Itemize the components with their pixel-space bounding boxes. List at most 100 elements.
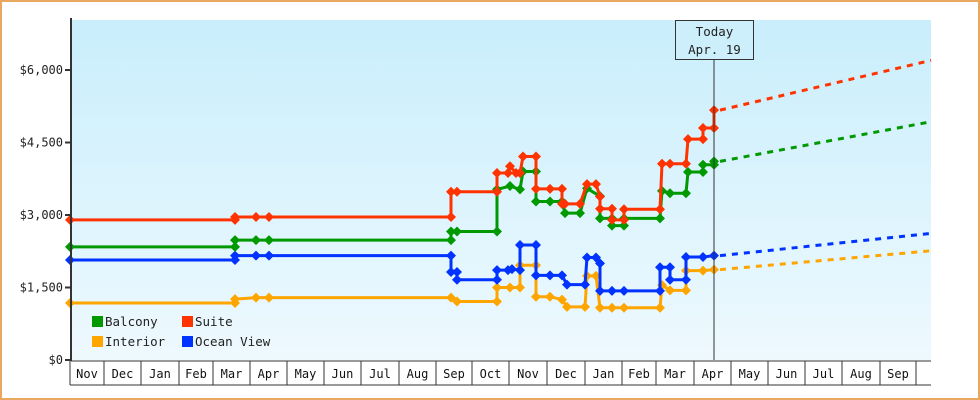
- data-point-marker[interactable]: [230, 241, 240, 252]
- data-point-marker[interactable]: [607, 302, 617, 313]
- data-point-marker[interactable]: [619, 220, 629, 231]
- data-point-marker[interactable]: [575, 208, 585, 219]
- data-point-marker[interactable]: [557, 270, 567, 281]
- data-point-marker[interactable]: [531, 183, 541, 194]
- data-point-marker[interactable]: [582, 252, 592, 263]
- data-point-marker[interactable]: [698, 166, 708, 177]
- data-point-marker[interactable]: [595, 191, 605, 202]
- data-point-marker[interactable]: [545, 196, 555, 207]
- data-point-marker[interactable]: [698, 134, 708, 145]
- data-point-marker[interactable]: [619, 214, 629, 225]
- data-point-marker[interactable]: [595, 302, 605, 313]
- data-point-marker[interactable]: [446, 250, 456, 261]
- data-point-marker[interactable]: [607, 203, 617, 214]
- data-point-marker[interactable]: [452, 296, 462, 307]
- data-point-marker[interactable]: [492, 226, 502, 237]
- data-point-marker[interactable]: [580, 301, 590, 312]
- data-point-marker[interactable]: [515, 184, 525, 195]
- data-point-marker[interactable]: [515, 265, 525, 276]
- data-point-marker[interactable]: [515, 167, 525, 178]
- data-point-marker[interactable]: [230, 250, 240, 261]
- data-point-marker[interactable]: [582, 179, 592, 190]
- data-point-marker[interactable]: [655, 213, 665, 224]
- data-point-marker[interactable]: [545, 270, 555, 281]
- data-point-marker[interactable]: [264, 250, 274, 261]
- data-point-marker[interactable]: [531, 196, 541, 207]
- data-point-marker[interactable]: [492, 282, 502, 293]
- data-point-marker[interactable]: [575, 198, 585, 209]
- data-point-marker[interactable]: [595, 285, 605, 296]
- data-point-marker[interactable]: [446, 226, 456, 237]
- data-point-marker[interactable]: [446, 235, 456, 246]
- data-point-marker[interactable]: [545, 291, 555, 302]
- data-point-marker[interactable]: [655, 285, 665, 296]
- data-point-marker[interactable]: [531, 291, 541, 302]
- data-point-marker[interactable]: [264, 235, 274, 246]
- data-point-marker[interactable]: [607, 220, 617, 231]
- data-point-marker[interactable]: [665, 274, 675, 285]
- data-point-marker[interactable]: [264, 211, 274, 222]
- data-point-marker[interactable]: [655, 302, 665, 313]
- data-point-marker[interactable]: [619, 302, 629, 313]
- data-point-marker[interactable]: [446, 186, 456, 197]
- data-point-marker[interactable]: [531, 239, 541, 250]
- data-point-marker[interactable]: [505, 161, 515, 172]
- data-point-marker[interactable]: [607, 214, 617, 225]
- data-point-marker[interactable]: [492, 167, 502, 178]
- data-point-marker[interactable]: [452, 186, 462, 197]
- data-point-marker[interactable]: [560, 198, 570, 209]
- data-point-marker[interactable]: [619, 285, 629, 296]
- data-point-marker[interactable]: [518, 151, 528, 162]
- data-point-marker[interactable]: [492, 186, 502, 197]
- data-point-marker[interactable]: [681, 252, 691, 263]
- data-point-marker[interactable]: [446, 267, 456, 278]
- data-point-marker[interactable]: [492, 274, 502, 285]
- data-point-marker[interactable]: [515, 282, 525, 293]
- data-point-marker[interactable]: [665, 158, 675, 169]
- data-point-marker[interactable]: [230, 211, 240, 222]
- data-point-marker[interactable]: [665, 188, 675, 199]
- data-point-marker[interactable]: [505, 282, 515, 293]
- data-point-marker[interactable]: [562, 279, 572, 290]
- data-point-marker[interactable]: [655, 204, 665, 215]
- data-point-marker[interactable]: [545, 183, 555, 194]
- data-point-marker[interactable]: [595, 203, 605, 214]
- data-point-marker[interactable]: [557, 183, 567, 194]
- data-point-marker[interactable]: [698, 159, 708, 170]
- data-point-marker[interactable]: [655, 262, 665, 273]
- data-point-marker[interactable]: [607, 285, 617, 296]
- data-point-marker[interactable]: [681, 158, 691, 169]
- data-point-marker[interactable]: [515, 239, 525, 250]
- data-point-marker[interactable]: [580, 279, 590, 290]
- data-point-marker[interactable]: [698, 123, 708, 134]
- data-point-marker[interactable]: [591, 179, 601, 190]
- data-point-marker[interactable]: [507, 264, 517, 275]
- data-point-marker[interactable]: [698, 265, 708, 276]
- data-point-marker[interactable]: [595, 258, 605, 269]
- data-point-marker[interactable]: [665, 262, 675, 273]
- data-point-marker[interactable]: [531, 151, 541, 162]
- data-point-marker[interactable]: [251, 250, 261, 261]
- data-point-marker[interactable]: [492, 265, 502, 276]
- data-point-marker[interactable]: [452, 226, 462, 237]
- data-point-marker[interactable]: [681, 285, 691, 296]
- data-point-marker[interactable]: [681, 188, 691, 199]
- data-point-marker[interactable]: [505, 181, 515, 192]
- data-point-marker[interactable]: [698, 252, 708, 263]
- data-point-marker[interactable]: [492, 296, 502, 307]
- data-point-marker[interactable]: [681, 274, 691, 285]
- data-point-marker[interactable]: [251, 235, 261, 246]
- data-point-marker[interactable]: [452, 274, 462, 285]
- data-point-marker[interactable]: [230, 294, 240, 305]
- data-point-marker[interactable]: [683, 134, 693, 145]
- data-point-marker[interactable]: [557, 294, 567, 305]
- data-point-marker[interactable]: [683, 166, 693, 177]
- data-point-marker[interactable]: [230, 235, 240, 246]
- data-point-marker[interactable]: [452, 267, 462, 278]
- data-point-marker[interactable]: [251, 211, 261, 222]
- data-point-marker[interactable]: [595, 213, 605, 224]
- data-point-marker[interactable]: [531, 270, 541, 281]
- data-point-marker[interactable]: [562, 301, 572, 312]
- data-point-marker[interactable]: [665, 285, 675, 296]
- data-point-marker[interactable]: [657, 158, 667, 169]
